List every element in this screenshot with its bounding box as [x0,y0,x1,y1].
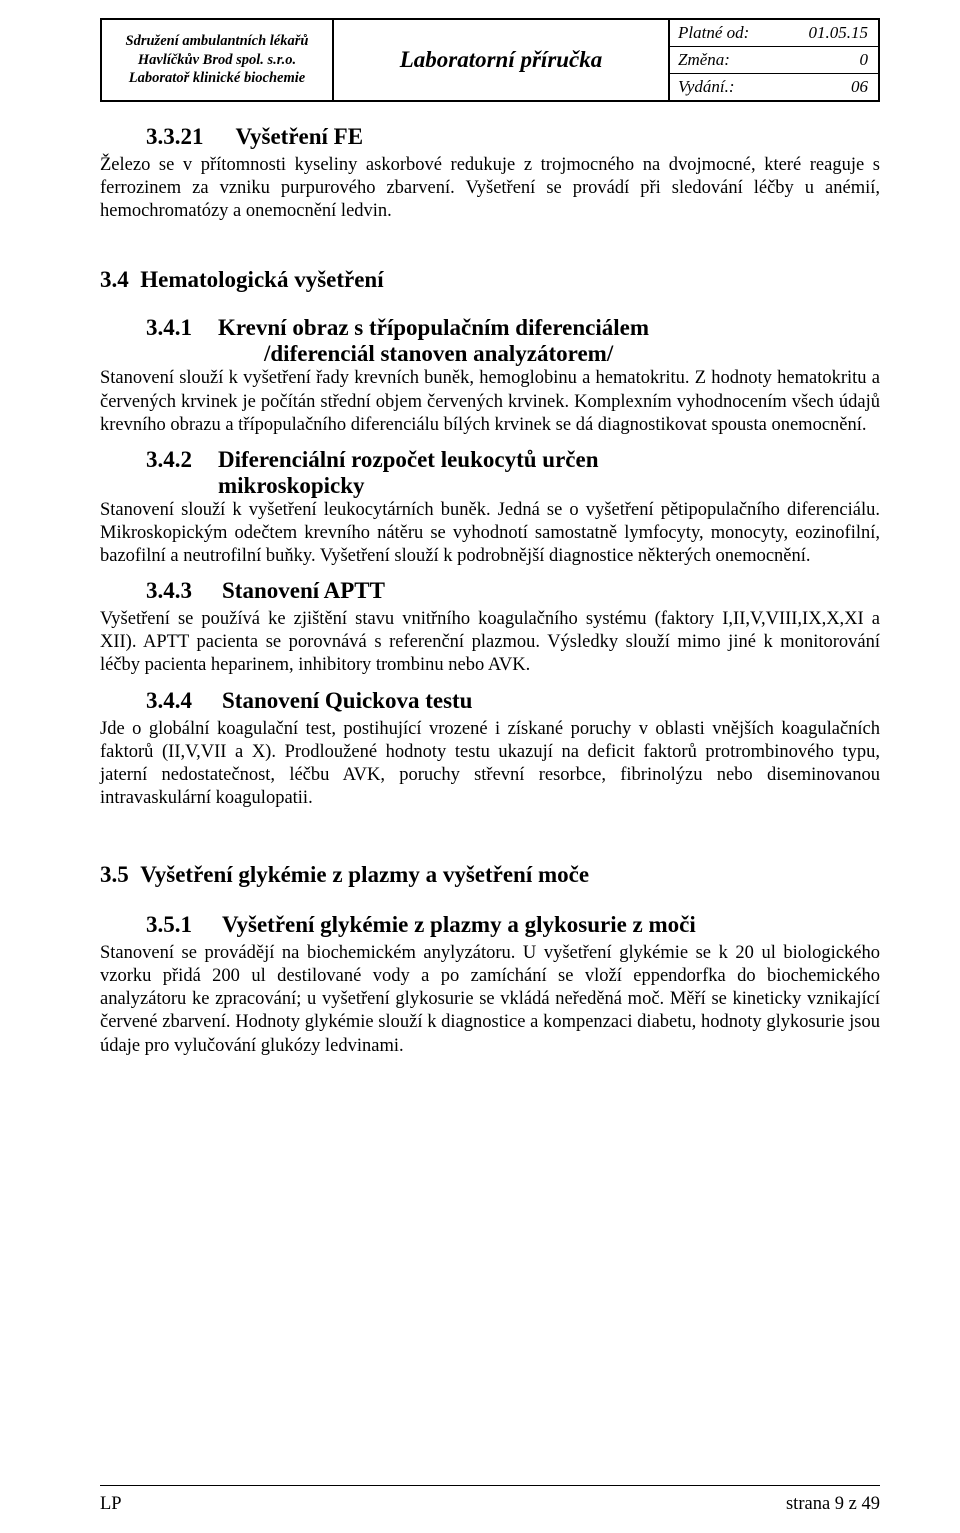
para-3-4-4: Jde o globální koagulační test, postihuj… [100,718,880,811]
heading-text: Hematologická vyšetření [140,267,383,292]
heading-3-3-21: 3.3.21 Vyšetření FE [100,124,880,150]
org-line-3: Laboratoř klinické biochemie [106,69,328,88]
heading-num: 3.5 [100,862,129,887]
meta-valid-from: Platné od: 01.05.15 [670,20,878,47]
valid-from-label: Platné od: [678,23,749,43]
footer-left: LP [100,1494,122,1515]
heading-text: Vyšetření glykémie z plazmy a vyšetření … [140,862,589,887]
edition-label: Vydání.: [678,77,735,97]
heading-num: 3.5.1 [146,912,192,937]
heading-3-4: 3.4 Hematologická vyšetření [100,267,880,293]
para-3-5-1: Stanovení se provádějí na biochemickém a… [100,942,880,1058]
page-header: Sdružení ambulantních lékařů Havlíčkův B… [100,18,880,102]
edition-value: 06 [851,77,868,97]
header-meta-table: Platné od: 01.05.15 Změna: 0 Vydání.: 06 [668,20,878,100]
content-body: 3.3.21 Vyšetření FE Železo se v přítomnos… [100,124,880,1058]
heading-3-5-1: 3.5.1 Vyšetření glykémie z plazmy a glyko… [100,912,880,938]
heading-num: 3.4.1 [146,315,218,341]
heading-3-4-4: 3.4.4 Stanovení Quickova testu [100,688,880,714]
para-3-3-21: Železo se v přítomnosti kyseliny askorbo… [100,154,880,223]
para-3-4-1: Stanovení slouží k vyšetření řady krevní… [100,367,880,436]
heading-text: Vyšetření FE [236,124,364,149]
footer-right: strana 9 z 49 [786,1494,880,1515]
heading-num: 3.4.4 [146,688,192,713]
heading-num: 3.3.21 [146,124,204,149]
para-3-4-2: Stanovení slouží k vyšetření leukocytárn… [100,499,880,568]
document-page: Sdružení ambulantních lékařů Havlíčkův B… [0,0,960,1533]
org-line-2: Havlíčkův Brod spol. s.r.o. [106,51,328,70]
heading-num: 3.4.2 [146,447,218,473]
heading-text-line1: Diferenciální rozpočet leukocytů určen [218,447,599,472]
meta-change: Změna: 0 [670,47,878,74]
doc-title: Laboratorní příručka [334,20,668,100]
heading-text: Vyšetření glykémie z plazmy a glykosurie… [222,912,696,937]
para-3-4-3: Vyšetření se používá ke zjištění stavu v… [100,608,880,677]
heading-3-4-1: 3.4.1Krevní obraz s třípopulačním difere… [100,315,880,367]
heading-text: Stanovení APTT [222,578,385,603]
heading-3-5: 3.5 Vyšetření glykémie z plazmy a vyšetř… [100,862,880,888]
change-label: Změna: [678,50,730,70]
org-line-1: Sdružení ambulantních lékařů [106,32,328,51]
heading-text: Stanovení Quickova testu [222,688,472,713]
heading-text-line2: /diferenciál stanoven analyzátorem/ [146,341,880,367]
header-org-box: Sdružení ambulantních lékařů Havlíčkův B… [102,20,334,100]
heading-3-4-3: 3.4.3 Stanovení APTT [100,578,880,604]
valid-from-value: 01.05.15 [809,23,869,43]
heading-3-4-2: 3.4.2Diferenciální rozpočet leukocytů ur… [100,447,880,499]
change-value: 0 [860,50,869,70]
heading-num: 3.4.3 [146,578,192,603]
heading-num: 3.4 [100,267,129,292]
heading-text-line2: mikroskopicky [146,473,880,499]
heading-text-line1: Krevní obraz s třípopulačním diferenciál… [218,315,649,340]
meta-edition: Vydání.: 06 [670,74,878,100]
page-footer: LP strana 9 z 49 [100,1485,880,1515]
